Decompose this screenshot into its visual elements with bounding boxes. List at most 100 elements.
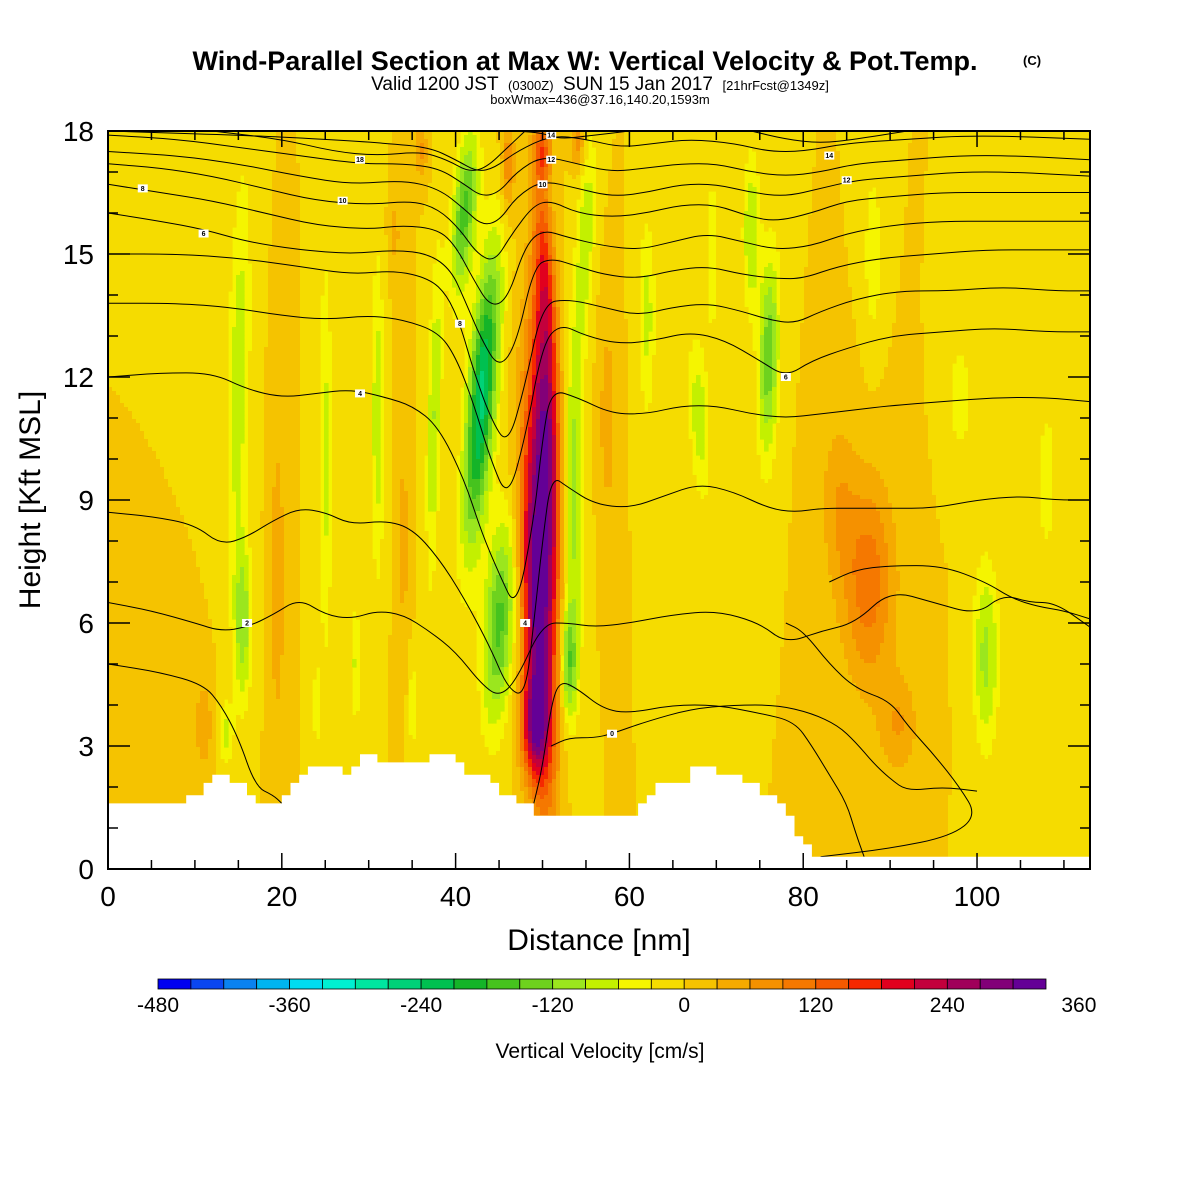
heatmap-cell	[364, 131, 369, 136]
heatmap-cell	[536, 155, 541, 160]
heatmap-cell	[152, 139, 157, 144]
heatmap-cell	[864, 171, 869, 176]
heatmap-cell	[748, 207, 753, 212]
heatmap-cell	[656, 207, 661, 212]
heatmap-cell	[604, 191, 609, 196]
heatmap-cell	[620, 171, 625, 176]
heatmap-cell	[852, 143, 857, 148]
heatmap-cell	[612, 167, 617, 172]
heatmap-cell	[788, 143, 793, 148]
heatmap-cell	[208, 143, 213, 148]
heatmap-cell	[460, 163, 465, 168]
heatmap-cell	[616, 167, 621, 172]
heatmap-cell	[620, 167, 625, 172]
heatmap-cell	[352, 199, 357, 204]
heatmap-cell	[492, 147, 497, 152]
heatmap-cell	[964, 159, 969, 164]
heatmap-cell	[776, 143, 781, 148]
heatmap-cell	[684, 167, 689, 172]
heatmap-cell	[268, 199, 273, 204]
heatmap-cell	[504, 183, 509, 188]
heatmap-cell	[396, 167, 401, 172]
heatmap-cell	[204, 131, 209, 136]
heatmap-cell	[876, 167, 881, 172]
heatmap-cell	[304, 155, 309, 160]
heatmap-cell	[280, 179, 285, 184]
heatmap-cell	[176, 195, 181, 200]
heatmap-cell	[472, 187, 477, 192]
heatmap-cell	[188, 147, 193, 152]
heatmap-cell	[632, 191, 637, 196]
heatmap-cell	[840, 207, 845, 212]
heatmap-cell	[172, 159, 177, 164]
heatmap-cell	[948, 187, 953, 192]
heatmap-cell	[700, 163, 705, 168]
heatmap-cell	[152, 187, 157, 192]
heatmap-cell	[1072, 183, 1077, 188]
heatmap-cell	[700, 211, 705, 216]
heatmap-cell	[796, 171, 801, 176]
heatmap-cell	[960, 203, 965, 208]
heatmap-cell	[784, 135, 789, 140]
heatmap-cell	[628, 139, 633, 144]
heatmap-cell	[140, 155, 145, 160]
heatmap-cell	[224, 191, 229, 196]
heatmap-cell	[892, 139, 897, 144]
heatmap-cell	[680, 155, 685, 160]
heatmap-cell	[688, 195, 693, 200]
heatmap-cell	[168, 175, 173, 180]
heatmap-cell	[164, 151, 169, 156]
heatmap-cell	[960, 143, 965, 148]
heatmap-cell	[364, 203, 369, 208]
heatmap-cell	[936, 139, 941, 144]
heatmap-cell	[876, 171, 881, 176]
heatmap-cell	[228, 139, 233, 144]
heatmap-cell	[428, 159, 433, 164]
heatmap-cell	[688, 187, 693, 192]
heatmap-cell	[284, 163, 289, 168]
heatmap-cell	[1020, 139, 1025, 144]
heatmap-cell	[112, 159, 117, 164]
heatmap-cell	[616, 171, 621, 176]
heatmap-cell	[272, 203, 277, 208]
heatmap-cell	[352, 155, 357, 160]
heatmap-cell	[320, 183, 325, 188]
heatmap-cell	[900, 207, 905, 212]
heatmap-cell	[732, 139, 737, 144]
heatmap-cell	[712, 163, 717, 168]
heatmap-cell	[932, 143, 937, 148]
heatmap-cell	[392, 183, 397, 188]
heatmap-cell	[324, 211, 329, 216]
heatmap-cell	[192, 187, 197, 192]
heatmap-cell	[620, 195, 625, 200]
heatmap-cell	[276, 159, 281, 164]
heatmap-cell	[296, 179, 301, 184]
heatmap-cell	[588, 211, 593, 216]
heatmap-cell	[456, 191, 461, 196]
heatmap-cell	[956, 131, 961, 136]
heatmap-cell	[1012, 191, 1017, 196]
heatmap-cell	[484, 151, 489, 156]
heatmap-cell	[1068, 207, 1073, 212]
heatmap-cell	[400, 203, 405, 208]
heatmap-cell	[840, 151, 845, 156]
heatmap-cell	[508, 199, 513, 204]
heatmap-cell	[528, 175, 533, 180]
heatmap-cell	[108, 143, 113, 148]
heatmap-cell	[772, 207, 777, 212]
heatmap-cell	[232, 139, 237, 144]
heatmap-cell	[468, 183, 473, 188]
heatmap-cell	[936, 143, 941, 148]
heatmap-cell	[1048, 147, 1053, 152]
heatmap-cell	[624, 163, 629, 168]
heatmap-cell	[1000, 139, 1005, 144]
heatmap-cell	[956, 179, 961, 184]
heatmap-cell	[468, 171, 473, 176]
heatmap-cell	[656, 199, 661, 204]
heatmap-cell	[260, 207, 265, 212]
heatmap-cell	[968, 175, 973, 180]
heatmap-cell	[848, 143, 853, 148]
heatmap-cell	[696, 179, 701, 184]
heatmap-cell	[140, 203, 145, 208]
heatmap-cell	[948, 159, 953, 164]
